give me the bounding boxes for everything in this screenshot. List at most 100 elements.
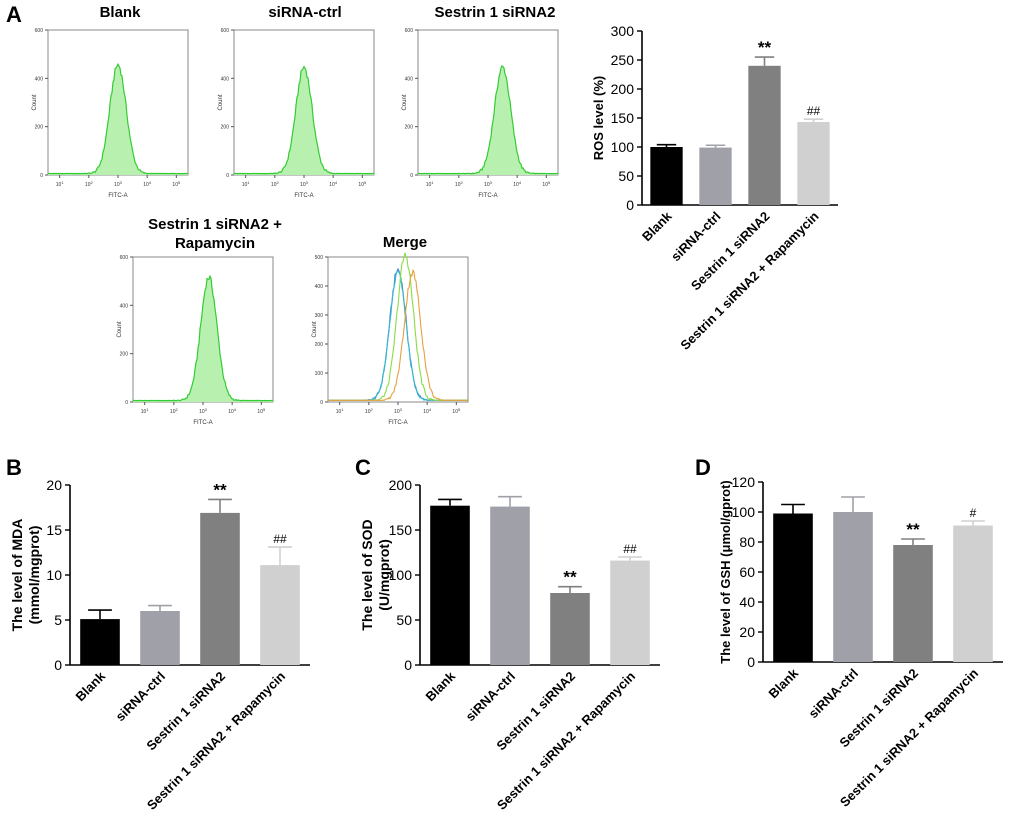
panel-label-a: A — [6, 2, 22, 27]
y-tick-label: 150 — [389, 522, 413, 538]
x-tick-label: 102 — [271, 180, 280, 188]
y-axis-label: (U/mgprot) — [376, 539, 392, 611]
x-tick-label: 101 — [56, 180, 65, 188]
y-tick-label: 0 — [320, 400, 323, 406]
y-tick-label: 50 — [396, 612, 412, 628]
y-tick-label: 200 — [315, 342, 324, 348]
x-tick-label: 103 — [199, 407, 208, 415]
flow-title-sestrin-rapa-line1: Sestrin 1 siRNA2 + — [148, 216, 282, 233]
flow-title-sestrin: Sestrin 1 siRNA2 — [434, 4, 556, 21]
y-tick-label: 50 — [618, 168, 634, 184]
significance-label: ## — [623, 542, 637, 556]
histogram-line-sestrin-1-sirna2 — [328, 268, 468, 402]
y-tick-label: 0 — [40, 173, 43, 179]
y-tick-label: 0 — [410, 173, 413, 179]
y-tick-label: 40 — [739, 594, 755, 610]
x-tick-label: 101 — [426, 180, 435, 188]
histogram-fill — [418, 65, 558, 175]
y-tick-label: 400 — [315, 284, 324, 290]
y-tick-label: 200 — [405, 125, 414, 131]
y-tick-label: 0 — [626, 197, 634, 213]
x-tick-label: 103 — [300, 180, 309, 188]
category-label: siRNA-ctrl — [113, 669, 169, 725]
x-axis-label: FITC-A — [478, 193, 497, 199]
y-axis-label: The level of MDA — [9, 519, 25, 632]
histogram-fill — [133, 276, 273, 402]
category-label: siRNA-ctrl — [806, 666, 862, 722]
y-tick-label: 600 — [35, 28, 44, 34]
y-tick-label: 10 — [46, 567, 62, 583]
category-label: Blank — [765, 665, 801, 701]
y-tick-label: 0 — [54, 657, 62, 673]
y-tick-label: 100 — [389, 567, 413, 583]
x-tick-label: 102 — [170, 407, 179, 415]
x-tick-label: 102 — [455, 180, 464, 188]
bar — [260, 565, 300, 665]
y-axis-label: Count — [117, 321, 123, 337]
category-label: Blank — [72, 668, 108, 704]
histogram-line — [233, 65, 374, 175]
plot-frame — [327, 256, 469, 403]
y-tick-label: 400 — [35, 76, 44, 82]
flow-title-blank: Blank — [99, 4, 141, 21]
x-tick-label: 103 — [484, 180, 493, 188]
histogram-line — [417, 64, 558, 175]
x-tick-label: 104 — [423, 407, 432, 415]
y-tick-label: 150 — [611, 110, 635, 126]
bar — [833, 512, 873, 662]
flow-title-merge: Merge — [382, 234, 428, 251]
y-axis-label: The level of SOD — [359, 519, 375, 630]
y-tick-label: 200 — [120, 352, 129, 358]
significance-label: ** — [563, 568, 577, 587]
bar — [650, 147, 683, 205]
x-tick-label: 103 — [114, 180, 123, 188]
x-axis-label: FITC-A — [388, 420, 407, 426]
y-tick-label: 120 — [732, 474, 756, 490]
y-tick-label: 100 — [315, 371, 324, 377]
histogram-line-sirna-ctrl — [328, 270, 468, 402]
histogram-fill — [48, 64, 188, 175]
x-tick-label: 101 — [141, 407, 150, 415]
x-tick-label: 104 — [228, 407, 237, 415]
y-tick-label: 200 — [35, 125, 44, 131]
histogram-line-sestrin-1-sirna2-rapamycin — [328, 252, 468, 402]
x-axis-label: FITC-A — [193, 420, 212, 426]
bar — [430, 505, 470, 665]
y-tick-label: 500 — [315, 255, 324, 261]
bar — [699, 147, 732, 205]
x-tick-label: 105 — [172, 180, 181, 188]
y-tick-label: 300 — [315, 313, 324, 319]
bar — [490, 506, 530, 665]
y-axis-label: Count — [402, 94, 408, 110]
bar — [80, 619, 120, 665]
y-tick-label: 60 — [739, 564, 755, 580]
y-tick-label: 100 — [732, 504, 756, 520]
x-tick-label: 103 — [394, 407, 403, 415]
y-tick-label: 0 — [747, 654, 755, 670]
category-label: siRNA-ctrl — [463, 669, 519, 725]
significance-label: ** — [758, 38, 772, 57]
y-tick-label: 0 — [125, 400, 128, 406]
flow-histogram-merge: 0 100 200 300 400 500 101 102 103 104 105 FITC-A Cou… — [312, 252, 469, 426]
y-tick-label: 200 — [611, 81, 635, 97]
y-axis-label: Count — [218, 94, 224, 110]
x-tick-label: 105 — [257, 407, 266, 415]
y-tick-label: 80 — [739, 534, 755, 550]
bar — [893, 545, 933, 662]
y-axis-label: Count — [312, 321, 318, 337]
significance-label: # — [970, 506, 977, 520]
histogram-line-blank — [328, 267, 468, 402]
y-tick-label: 0 — [404, 657, 412, 673]
bar — [748, 65, 781, 205]
significance-label: ## — [273, 532, 287, 546]
panel-label-b: B — [6, 455, 22, 480]
y-tick-label: 400 — [120, 303, 129, 309]
y-tick-label: 250 — [611, 52, 635, 68]
x-tick-label: 104 — [143, 180, 152, 188]
category-label: Blank — [639, 208, 675, 244]
histogram-line — [47, 62, 188, 175]
y-tick-label: 200 — [221, 125, 230, 131]
flow-histogram-blank: 0 200 400 600 101 102 103 104 105 FITC-A Count — [32, 28, 189, 199]
y-tick-label: 20 — [46, 477, 62, 493]
